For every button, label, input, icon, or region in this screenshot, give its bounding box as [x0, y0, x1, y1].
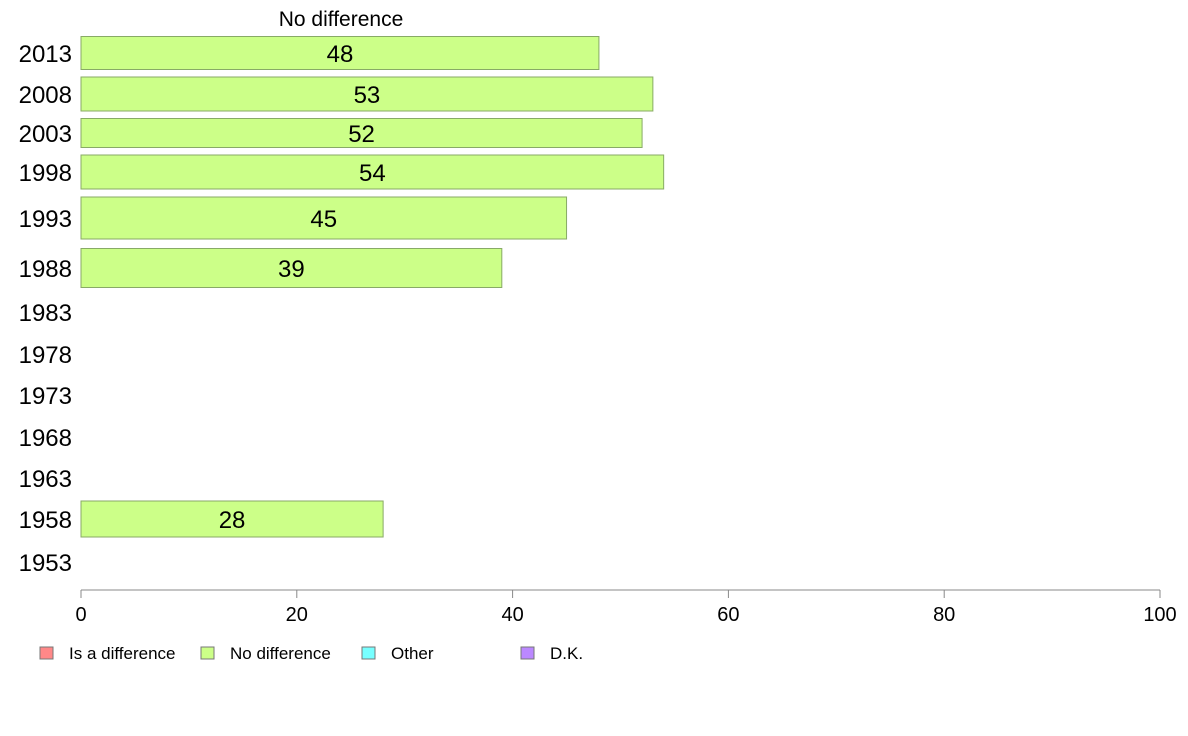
y-label-2008: 2008	[19, 82, 72, 109]
x-axis: 0 20 40 60 80 100	[75, 589, 1177, 626]
legend-label-no-difference: No difference	[230, 644, 331, 663]
bar-label-2013: 48	[327, 41, 354, 68]
y-label-1988: 1988	[19, 256, 72, 283]
y-label-1983: 1983	[19, 300, 72, 327]
y-label-2013: 2013	[19, 41, 72, 68]
x-tick-label-0: 0	[75, 604, 86, 626]
bar-label-2008: 53	[354, 82, 381, 109]
bar-2003	[80, 118, 643, 148]
chart-title: No difference	[279, 8, 404, 31]
x-tick-label-60: 60	[717, 604, 739, 626]
bar-1998	[80, 154, 665, 190]
bar-label-1988: 39	[278, 256, 305, 283]
legend-swatch-d-k	[520, 646, 535, 660]
y-label-1963: 1963	[19, 466, 72, 493]
bar-1993	[80, 196, 568, 240]
y-label-1993: 1993	[19, 206, 72, 233]
legend-swatch-other	[361, 646, 376, 660]
y-label-1958: 1958	[19, 507, 72, 534]
y-label-2003: 2003	[19, 121, 72, 148]
bar-label-1993: 45	[310, 206, 337, 233]
legend-swatch-no-difference	[200, 646, 215, 660]
y-label-1998: 1998	[19, 160, 72, 187]
x-tick-label-80: 80	[933, 604, 955, 626]
legend-swatch-is-a-difference	[39, 646, 54, 660]
bar-1958	[80, 500, 384, 538]
x-tick-label-40: 40	[501, 604, 523, 626]
y-label-1953: 1953	[19, 550, 72, 577]
bar-2008	[80, 76, 654, 112]
y-axis-labels: 2013 2008 2003 1998 1993 1988 1983 1978 1973 1968…	[19, 41, 72, 577]
legend-label-other: Other	[391, 644, 434, 663]
bar-1988	[80, 248, 503, 288]
y-label-1978: 1978	[19, 342, 72, 369]
y-label-1968: 1968	[19, 425, 72, 452]
y-label-1973: 1973	[19, 383, 72, 410]
legend-label-d-k: D.K.	[550, 644, 583, 663]
bar-label-1958: 28	[219, 507, 246, 534]
bar-label-1998: 54	[359, 160, 386, 187]
legend-label-is-a-difference: Is a difference	[69, 644, 175, 663]
bar-label-2003: 52	[348, 121, 375, 148]
legend: Is a difference No difference Other D.K.	[39, 644, 583, 663]
bar-2013	[80, 36, 600, 70]
x-tick-label-20: 20	[286, 604, 308, 626]
x-tick-label-100: 100	[1143, 604, 1176, 626]
